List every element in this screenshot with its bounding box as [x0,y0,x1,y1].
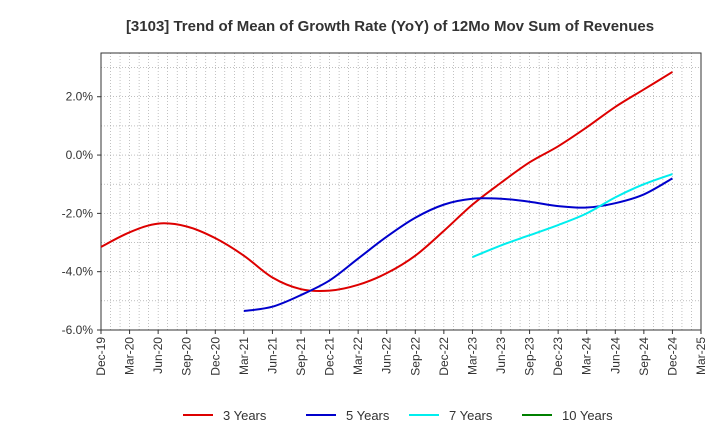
series-line-3-years [100,71,673,293]
y-tick-label: -4.0% [62,265,94,279]
x-tick-label: Mar-20 [123,337,137,375]
x-tick-label: Mar-21 [237,337,251,375]
legend-label-10-years: 10 Years [562,408,613,423]
x-tick-label: Dec-20 [208,337,222,376]
x-tick-label: Dec-24 [665,337,679,376]
y-tick-label: 2.0% [66,90,94,104]
x-tick-label: Jun-21 [265,337,279,374]
x-tick-label: Mar-25 [694,337,708,375]
chart-title: [3103] Trend of Mean of Growth Rate (YoY… [126,18,654,35]
x-tick-label: Mar-22 [351,337,365,375]
x-tick-label: Sep-21 [294,337,308,376]
x-tick-label: Jun-24 [608,337,622,374]
x-tick-label: Jun-23 [494,337,508,374]
x-tick-label: Sep-20 [180,337,194,376]
legend-label-3-years: 3 Years [223,408,267,423]
x-tick-label: Jun-22 [380,337,394,374]
x-tick-label: Sep-23 [523,337,537,376]
legend-label-7-years: 7 Years [449,408,493,423]
plot-border [100,52,702,331]
plot-area [101,53,701,330]
x-tick-label: Mar-24 [580,337,594,375]
y-tick-label: 0.0% [66,148,94,162]
x-tick-label: Dec-19 [94,337,108,376]
x-tick-label: Dec-22 [437,337,451,376]
x-tick-label: Mar-23 [465,337,479,375]
x-tick-label: Sep-22 [408,337,422,376]
x-tick-label: Jun-20 [151,337,165,374]
x-tick-label: Sep-24 [637,337,651,376]
x-tick-label: Dec-23 [551,337,565,376]
y-tick-label: -6.0% [62,323,94,337]
legend-label-5-years: 5 Years [346,408,390,423]
y-tick-label: -2.0% [62,206,94,220]
x-tick-label: Dec-21 [323,337,337,376]
series-line-7-years [472,173,673,259]
